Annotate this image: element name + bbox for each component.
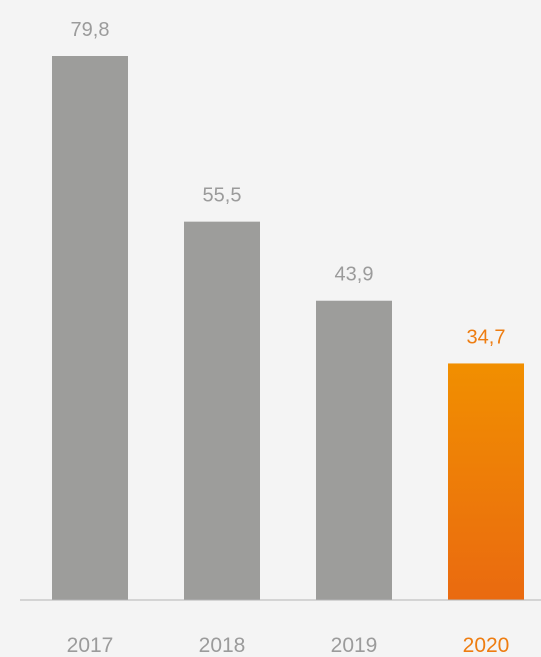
labels-layer: 79,8 2017 55,5 2018 43,9 2019 34,7 2020 bbox=[67, 19, 510, 657]
bar-2019 bbox=[316, 300, 392, 600]
bar-2020 bbox=[448, 363, 524, 600]
x-tick-label-2019: 2019 bbox=[331, 634, 378, 657]
value-label-2020: 34,7 bbox=[467, 326, 506, 348]
value-label-2018: 55,5 bbox=[203, 185, 242, 207]
value-label-2019: 43,9 bbox=[335, 264, 374, 286]
bar-2017 bbox=[52, 56, 128, 600]
x-tick-label-2020: 2020 bbox=[463, 634, 510, 657]
x-tick-label-2018: 2018 bbox=[199, 634, 246, 657]
value-label-2017: 79,8 bbox=[71, 19, 110, 41]
bars-layer bbox=[52, 56, 524, 601]
x-tick-label-2017: 2017 bbox=[67, 634, 114, 657]
bar-2018 bbox=[184, 221, 260, 601]
